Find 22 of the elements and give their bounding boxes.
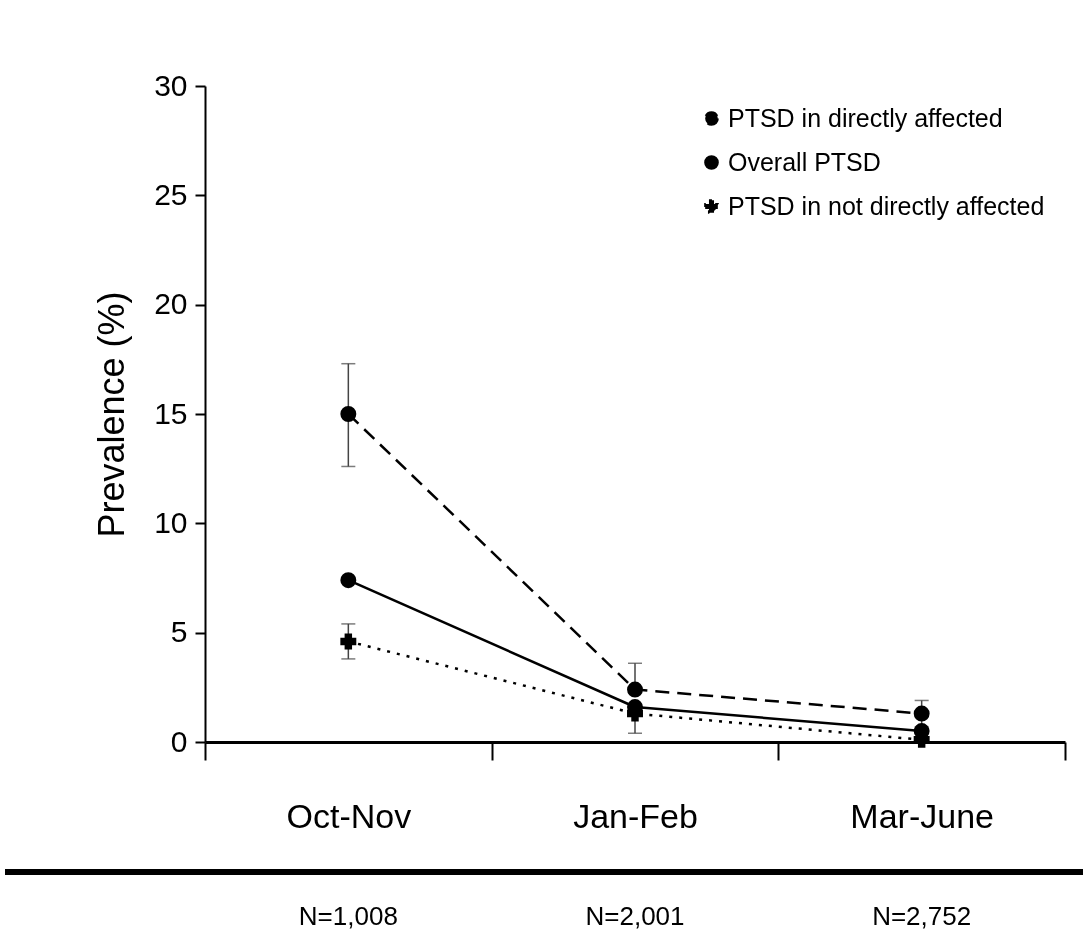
point bbox=[340, 633, 357, 650]
x-tick-label: Mar-June bbox=[850, 796, 994, 835]
legend-label: Overall PTSD bbox=[728, 147, 881, 176]
y-tick-label: 15 bbox=[154, 396, 188, 430]
y-tick-label: 25 bbox=[154, 177, 188, 211]
point bbox=[340, 572, 357, 589]
y-axis-title: Prevalence (%) bbox=[91, 291, 133, 538]
x-tick-label: Oct-Nov bbox=[286, 796, 412, 835]
y-tick-label: 10 bbox=[154, 505, 188, 539]
text: N=1,008 bbox=[298, 901, 398, 931]
legend-label: PTSD in not directly affected bbox=[728, 191, 1045, 220]
text: N=2,752 bbox=[872, 901, 972, 931]
legend-label: PTSD in directly affected bbox=[728, 103, 1003, 132]
y-tick-label: 5 bbox=[170, 615, 188, 649]
point bbox=[627, 681, 643, 698]
y-tick-label: 20 bbox=[154, 287, 188, 321]
y-tick-label: 30 bbox=[154, 68, 188, 102]
point bbox=[340, 406, 357, 422]
point bbox=[913, 705, 930, 722]
y-tick-label: 0 bbox=[170, 724, 188, 758]
x-tick-label: Jan-Feb bbox=[573, 796, 698, 835]
text: N=2,001 bbox=[585, 901, 685, 931]
